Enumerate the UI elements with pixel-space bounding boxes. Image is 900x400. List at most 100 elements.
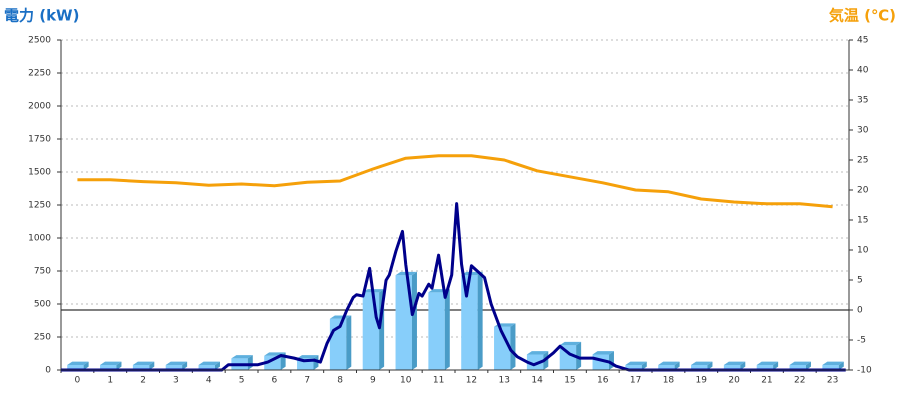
bar (67, 365, 84, 370)
bar-side (740, 361, 746, 370)
bar-top (67, 361, 89, 365)
x-tick-label: 13 (499, 376, 510, 386)
y2-tick-label: 0 (857, 306, 863, 316)
bar (132, 365, 150, 370)
bar (756, 365, 774, 370)
y-tick-label: 500 (34, 300, 51, 310)
bar (658, 365, 675, 370)
bar-top (723, 361, 746, 365)
bar-side (510, 323, 516, 370)
y2-tick-label: 5 (857, 276, 863, 286)
bar-side (214, 361, 220, 370)
power-line (61, 202, 846, 372)
x-tick-label: 1 (107, 376, 113, 386)
bar-top (100, 361, 122, 365)
x-tick-label: 5 (239, 376, 245, 386)
y-tick-label: 2250 (28, 69, 51, 79)
bar-side (313, 355, 319, 370)
bar-side (773, 361, 779, 370)
x-tick-label: 8 (337, 376, 343, 386)
bar (395, 275, 412, 370)
bar-side (641, 361, 647, 370)
y-tick-label: 1750 (28, 135, 51, 145)
x-tick-label: 17 (630, 376, 641, 386)
bar-side (608, 351, 614, 370)
bar-side (116, 361, 122, 370)
x-tick-label: 2 (140, 376, 146, 386)
bar-top (822, 361, 844, 365)
y-axis-title: 電力 (kW) (4, 7, 79, 25)
y-tick-label: 750 (34, 267, 51, 277)
x-tick-label: 4 (206, 376, 212, 386)
bar (198, 365, 215, 370)
bar-top (756, 361, 779, 365)
bar (625, 365, 642, 370)
bar (165, 365, 183, 370)
bar-side (674, 361, 680, 370)
bar-side (707, 361, 713, 370)
bar-side (444, 289, 450, 370)
bar-side (149, 361, 155, 370)
bar-side (247, 355, 253, 370)
bar-top (231, 355, 253, 359)
bar (559, 345, 577, 370)
x-tick-label: 15 (564, 376, 575, 386)
temperature-line (77, 154, 833, 209)
y2-tick-label: -5 (857, 336, 866, 346)
bar (461, 275, 478, 370)
x-tick-label: 9 (370, 376, 376, 386)
x-tick-label: 6 (272, 376, 278, 386)
y-tick-label: 1500 (28, 168, 51, 178)
bar-top (789, 361, 811, 365)
y2-axis-title: 気温 (℃) (829, 7, 896, 25)
y2-tick-label: 40 (857, 66, 869, 76)
bar-top (559, 341, 582, 346)
bar-side (83, 361, 89, 370)
y2-tick-label: 15 (857, 216, 868, 226)
y2-tick-label: 10 (857, 246, 869, 256)
bar-top (198, 361, 220, 365)
bar (822, 365, 839, 370)
bar-top (165, 361, 188, 365)
x-tick-label: 21 (761, 376, 772, 386)
y2-tick-label: -10 (857, 366, 872, 376)
y-tick-label: 1250 (28, 201, 51, 211)
bar-top (625, 361, 647, 365)
bar-side (805, 361, 811, 370)
y-tick-label: 250 (34, 333, 51, 343)
bar (297, 358, 314, 370)
y2-tick-label: 45 (857, 36, 868, 46)
bar-side (838, 361, 844, 370)
bar-top (329, 315, 352, 319)
bar-top (297, 355, 319, 359)
y-tick-label: 0 (45, 366, 51, 376)
bar (789, 365, 806, 370)
y-tick-label: 2500 (28, 36, 51, 46)
y2-tick-label: 30 (857, 126, 869, 136)
bar-top (592, 351, 614, 355)
x-tick-label: 0 (75, 376, 81, 386)
x-tick-label: 18 (663, 376, 675, 386)
bar (723, 365, 741, 370)
bar-top (691, 361, 713, 365)
bar-top (132, 361, 155, 365)
x-tick-label: 3 (173, 376, 179, 386)
bar (362, 292, 380, 370)
x-tick-label: 10 (400, 376, 412, 386)
y2-tick-label: 35 (857, 96, 868, 106)
bar-side (411, 271, 417, 370)
x-tick-label: 11 (433, 376, 444, 386)
bar (526, 354, 544, 370)
x-tick-label: 14 (531, 376, 543, 386)
x-tick-label: 16 (597, 376, 609, 386)
bar-side (182, 361, 188, 370)
bar-side (576, 341, 582, 370)
bar (428, 292, 445, 370)
bar-top (526, 351, 549, 355)
bar (494, 326, 511, 370)
x-tick-label: 19 (696, 376, 708, 386)
y-tick-label: 2000 (28, 102, 51, 112)
x-tick-label: 23 (827, 376, 838, 386)
bar-side (346, 315, 352, 370)
